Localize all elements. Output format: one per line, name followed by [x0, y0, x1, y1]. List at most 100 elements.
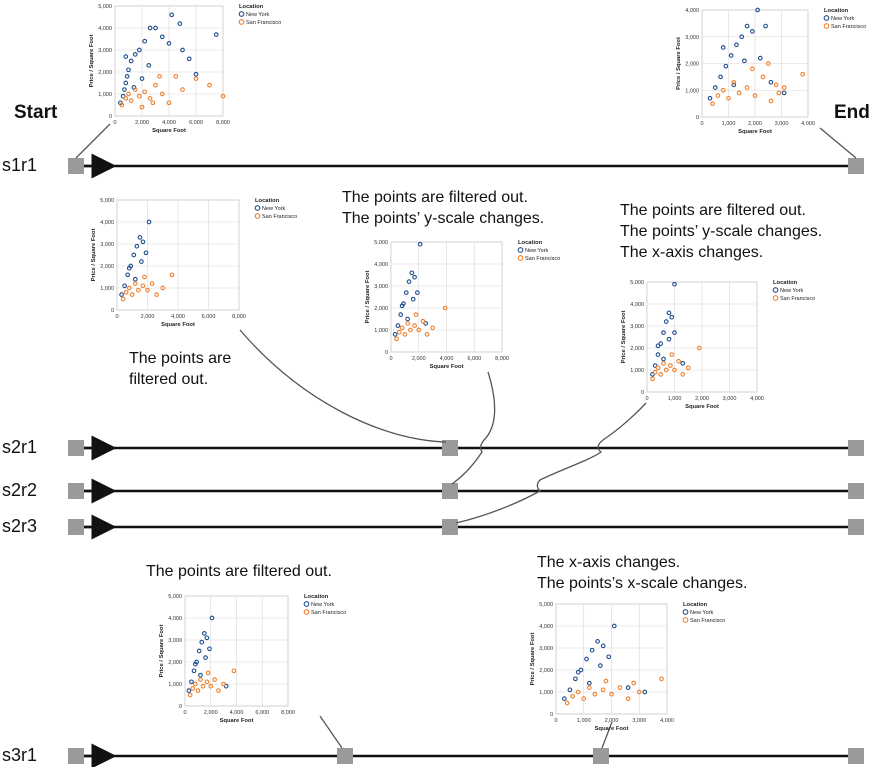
x-tick-label: 4,000 [162, 120, 176, 126]
data-point-san-francisco [570, 694, 576, 699]
x-tick-label: 4,000 [801, 121, 815, 127]
x-tick-label: 2,000 [748, 121, 762, 127]
data-point-new-york [707, 95, 713, 101]
y-tick-label: 1,000 [168, 682, 182, 688]
data-point-new-york [203, 655, 208, 660]
start-label: Start [14, 102, 58, 123]
data-point-new-york [120, 93, 126, 99]
legend-swatch [772, 295, 779, 301]
legend-label: San Francisco [831, 24, 866, 30]
data-point-new-york [119, 292, 124, 297]
y-tick-label: 4,000 [100, 220, 114, 226]
data-point-san-francisco [652, 369, 658, 375]
data-point-new-york [136, 47, 142, 53]
data-point-new-york [642, 689, 648, 695]
y-tick-label: 0 [385, 350, 388, 356]
data-point-san-francisco [132, 281, 138, 286]
data-point-san-francisco [126, 285, 132, 291]
data-point-san-francisco [212, 677, 217, 682]
y-tick-label: 4,000 [98, 26, 112, 32]
data-point-new-york [723, 63, 729, 69]
data-point-new-york [606, 654, 612, 660]
x-axis-title: Square Foot [220, 718, 254, 724]
data-point-new-york [655, 343, 661, 349]
data-point-new-york [718, 74, 723, 80]
data-point-new-york [598, 663, 603, 668]
y-tick-label: 2,000 [374, 306, 388, 312]
data-point-san-francisco [216, 688, 221, 693]
legend-label: San Francisco [780, 296, 815, 302]
data-point-san-francisco [715, 93, 721, 98]
x-tick-label: 8,000 [281, 710, 295, 716]
data-point-san-francisco [405, 321, 411, 326]
data-point-new-york [199, 639, 205, 645]
data-point-san-francisco [169, 272, 175, 278]
data-point-new-york [128, 58, 134, 64]
data-point-new-york [666, 310, 672, 316]
data-point-san-francisco [192, 681, 198, 687]
y-tick-label: 5,000 [168, 594, 182, 600]
data-point-new-york [405, 316, 411, 322]
data-point-new-york [395, 323, 401, 328]
data-point-new-york [661, 330, 666, 335]
data-point-san-francisco [120, 296, 126, 302]
data-point-new-york [153, 25, 158, 31]
x-axis-title: Square Foot [152, 128, 186, 134]
data-point-san-francisco [147, 96, 153, 101]
data-point-san-francisco [200, 683, 206, 689]
data-point-san-francisco [408, 327, 413, 333]
x-axis-title: Square Foot [595, 726, 629, 732]
data-point-new-york [399, 303, 405, 309]
y-tick-label: 0 [179, 704, 182, 710]
y-tick-label: 3,000 [630, 324, 644, 330]
data-point-san-francisco [668, 363, 673, 368]
data-point-new-york [403, 290, 409, 295]
legend-label: New York [690, 610, 713, 616]
y-tick-label: 1,000 [630, 368, 644, 374]
data-point-new-york [189, 679, 194, 685]
legend-swatch [254, 213, 261, 219]
data-point-san-francisco [685, 365, 691, 371]
x-tick-label: 4,000 [440, 356, 454, 362]
scatter-chart-s2_right: 0 1,000 2,000 3,000 4,000 5,000 0 1,000 2,000 3,0… [621, 280, 815, 410]
data-point-san-francisco [800, 71, 806, 77]
legend-label: New York [246, 12, 269, 18]
data-point-san-francisco [672, 367, 677, 373]
data-point-san-francisco [625, 696, 631, 701]
data-point-san-francisco [132, 87, 138, 92]
x-tick-label: 2,000 [141, 314, 155, 320]
data-point-new-york [147, 25, 153, 31]
timeline-s2r3 [68, 514, 864, 540]
data-point-new-york [712, 85, 718, 90]
data-point-san-francisco [136, 93, 142, 99]
data-point-san-francisco [720, 87, 726, 93]
data-point-san-francisco [424, 332, 430, 337]
x-tick-label: 6,000 [189, 120, 203, 126]
data-point-new-york [650, 372, 655, 377]
data-point-san-francisco [650, 376, 655, 382]
scatter-chart-s2_mid: 0 1,000 2,000 3,000 4,000 5,000 0 2,000 4,000 6,0… [365, 240, 560, 370]
legend-swatch [238, 19, 245, 25]
data-point-san-francisco [166, 100, 172, 106]
data-point-san-francisco [773, 82, 779, 88]
data-point-san-francisco [396, 329, 402, 335]
data-point-new-york [126, 265, 132, 271]
y-tick-label: 2,000 [539, 668, 553, 674]
x-tick-label: 6,000 [255, 710, 269, 716]
data-point-new-york [186, 688, 192, 693]
x-tick-label: 2,000 [412, 356, 426, 362]
x-tick-label: 3,000 [723, 396, 737, 402]
data-point-new-york [132, 52, 138, 57]
data-point-san-francisco [600, 687, 606, 693]
data-point-new-york [728, 53, 734, 58]
data-point-new-york [720, 45, 726, 50]
legend-label: San Francisco [690, 618, 725, 624]
data-point-new-york [567, 687, 573, 693]
data-point-new-york [186, 56, 192, 62]
data-point-san-francisco [128, 98, 134, 103]
data-point-new-york [122, 283, 127, 289]
y-tick-label: 5,000 [539, 602, 553, 608]
data-point-new-york [595, 639, 600, 644]
legend-swatch [303, 609, 310, 615]
data-point-new-york [625, 685, 631, 690]
